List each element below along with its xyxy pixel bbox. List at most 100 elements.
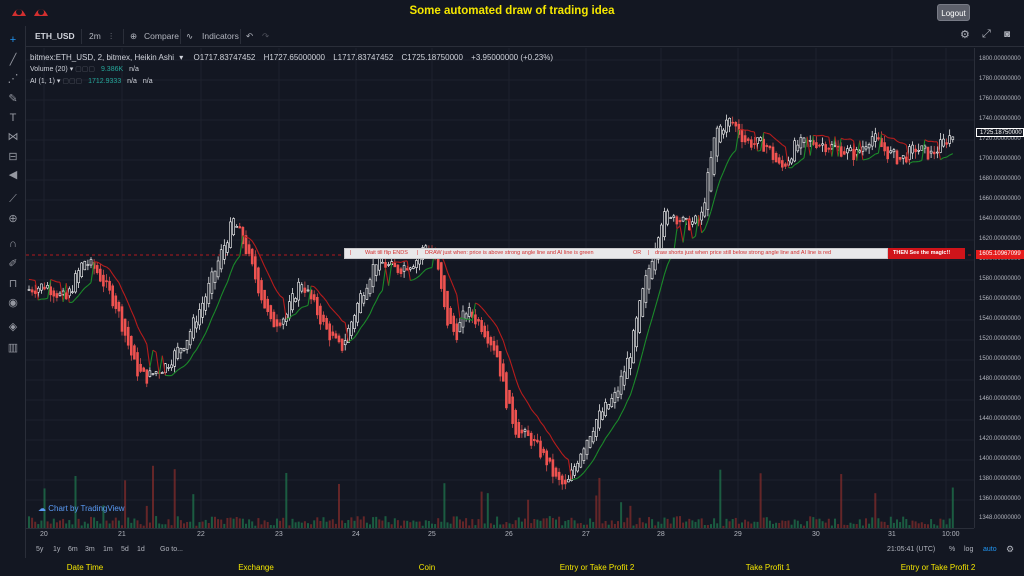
volume-bar bbox=[226, 517, 229, 528]
chevron-down-icon[interactable]: ▾ bbox=[69, 66, 74, 73]
candle-body bbox=[130, 335, 133, 356]
percent-toggle[interactable]: % bbox=[949, 546, 956, 553]
settings-icon[interactable]: ⚙ bbox=[960, 29, 970, 41]
ai-indicator-segment bbox=[419, 272, 424, 277]
ai-indicator-segment bbox=[31, 279, 36, 282]
ai-indicator-segment bbox=[679, 225, 684, 243]
range-6m[interactable]: 6m bbox=[68, 546, 78, 553]
indicators-icon[interactable]: ∿ bbox=[186, 31, 194, 41]
legend-series-name[interactable]: bitmex:ETH_USD, 2, bitmex, Heikin Ashi bbox=[30, 53, 175, 62]
range-1d[interactable]: 1d bbox=[137, 546, 145, 553]
volume-bar bbox=[446, 522, 449, 528]
interval-selector[interactable]: 2m bbox=[89, 31, 101, 41]
ai-label[interactable]: AI (1, 1) bbox=[30, 78, 55, 85]
legend-controls-icon[interactable]: ▢▢▢ bbox=[62, 78, 83, 85]
magnet-icon[interactable]: ∩ bbox=[9, 238, 17, 250]
chevron-down-icon[interactable]: ▾ bbox=[179, 53, 184, 62]
price-tick: 1740.00000000 bbox=[979, 116, 1021, 122]
compare-button[interactable]: Compare bbox=[144, 31, 179, 41]
goto-button[interactable]: Go to... bbox=[160, 546, 183, 553]
trash-icon[interactable]: ▥ bbox=[7, 342, 19, 354]
indicators-button[interactable]: Indicators bbox=[202, 31, 239, 41]
ai-indicator-segment bbox=[124, 295, 129, 304]
time-axis[interactable]: 20 21 22 23 24 25 26 27 28 29 30 31 10:00 bbox=[26, 528, 974, 542]
volume-bar bbox=[530, 523, 533, 528]
range-5y[interactable]: 5y bbox=[36, 546, 44, 553]
back-icon[interactable]: ◀ bbox=[8, 169, 18, 181]
crosshair-icon[interactable]: + bbox=[9, 34, 17, 46]
eye-icon[interactable]: ◉ bbox=[8, 297, 18, 309]
volume-bar bbox=[121, 525, 123, 528]
compare-icon[interactable]: ⊕ bbox=[130, 31, 138, 41]
chevron-down-icon[interactable]: ▾ bbox=[56, 78, 61, 85]
settings-icon[interactable]: ⚙ bbox=[1006, 544, 1015, 554]
candle-body bbox=[768, 145, 772, 149]
candle-body bbox=[945, 142, 948, 145]
logout-button[interactable]: Logout bbox=[937, 4, 970, 21]
lock-icon[interactable]: ⊓ bbox=[8, 278, 18, 290]
text-icon[interactable]: T bbox=[9, 112, 17, 124]
ai-indicator-segment bbox=[180, 365, 185, 369]
candle-style-icon[interactable]: ⫶ bbox=[110, 31, 113, 41]
candle-body bbox=[681, 216, 685, 222]
stay-drawing-icon[interactable]: ✐ bbox=[8, 258, 18, 270]
range-5d[interactable]: 5d bbox=[121, 546, 129, 553]
candle-body bbox=[489, 337, 493, 346]
prediction-icon[interactable]: ⊟ bbox=[8, 151, 18, 163]
ai-indicator-segment bbox=[220, 288, 225, 297]
range-1y[interactable]: 1y bbox=[53, 546, 61, 553]
volume-label[interactable]: Volume (20) bbox=[30, 66, 68, 73]
volume-bar bbox=[90, 516, 92, 528]
candle-body bbox=[917, 149, 921, 152]
camera-icon[interactable]: ◙ bbox=[1004, 29, 1011, 40]
candle-body bbox=[852, 148, 855, 161]
range-1m[interactable]: 1m bbox=[103, 546, 113, 553]
price-tick: 1348.00000000 bbox=[979, 515, 1021, 521]
layers-icon[interactable]: ◈ bbox=[8, 321, 18, 333]
tradingview-badge[interactable]: ☁ Chart by TradingView bbox=[38, 504, 125, 513]
candle-body bbox=[396, 264, 400, 273]
brush-icon[interactable]: ✎ bbox=[8, 93, 18, 105]
clock[interactable]: 21:05:41 (UTC) bbox=[887, 546, 936, 553]
ruler-icon[interactable]: ⟋ bbox=[9, 193, 17, 205]
volume-bar bbox=[300, 522, 303, 528]
log-toggle[interactable]: log bbox=[964, 546, 974, 553]
trendline-icon[interactable]: ╱ bbox=[9, 54, 17, 66]
fullscreen-icon[interactable]: ⤢ bbox=[982, 28, 991, 40]
symbol-search[interactable]: ETH_USD bbox=[35, 31, 75, 41]
ai-indicator-segment bbox=[629, 385, 635, 396]
candle-body bbox=[753, 143, 756, 145]
candle-body bbox=[30, 289, 34, 293]
volume-bar bbox=[632, 525, 635, 528]
legend-controls-icon[interactable]: ▢▢▢ bbox=[75, 66, 96, 73]
price-chart[interactable] bbox=[26, 48, 974, 528]
volume-bar bbox=[911, 520, 914, 528]
zoom-icon[interactable]: ⊕ bbox=[8, 213, 18, 225]
candle-body bbox=[480, 320, 483, 333]
candle-body bbox=[337, 335, 341, 343]
auto-toggle[interactable]: auto bbox=[983, 546, 997, 553]
volume-bar bbox=[744, 519, 747, 528]
volume-bar bbox=[341, 520, 344, 528]
pattern-icon[interactable]: ⋈ bbox=[7, 131, 19, 143]
ai-indicator-segment bbox=[84, 285, 89, 289]
ai-indicator-segment bbox=[326, 301, 331, 307]
candle-body bbox=[362, 295, 366, 304]
chart-area[interactable]: bitmex:ETH_USD, 2, bitmex, Heikin Ashi ▾… bbox=[26, 48, 974, 528]
ai-indicator-segment bbox=[853, 140, 858, 161]
volume-bar bbox=[734, 517, 737, 528]
candle-body bbox=[223, 245, 226, 260]
price-axis[interactable]: 1800.00000000 1780.00000000 1760.00000000 1… bbox=[974, 48, 1024, 528]
redo-icon[interactable]: ↷ bbox=[262, 31, 270, 41]
ai-indicator-segment bbox=[229, 264, 235, 274]
volume-bar bbox=[768, 520, 771, 528]
undo-icon[interactable]: ↶ bbox=[246, 31, 254, 41]
volume-bar bbox=[34, 521, 37, 528]
ai-indicator-segment bbox=[719, 171, 724, 180]
volume-bar bbox=[933, 524, 936, 528]
range-3m[interactable]: 3m bbox=[85, 546, 95, 553]
volume-bar bbox=[908, 525, 911, 528]
candle-body bbox=[529, 432, 533, 446]
candle-body bbox=[83, 261, 87, 271]
fib-icon[interactable]: ⋰ bbox=[7, 73, 19, 85]
